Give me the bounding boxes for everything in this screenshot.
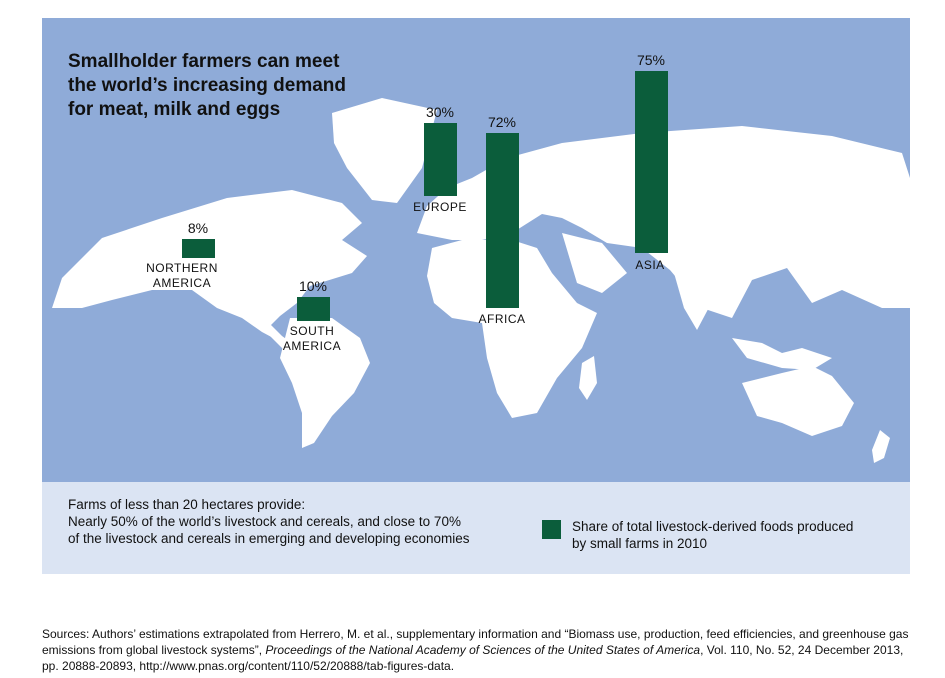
new-zealand-islands	[872, 430, 890, 463]
north-america-landmass	[52, 190, 367, 340]
arabia-landmass	[562, 233, 627, 293]
africa-landmass	[427, 240, 597, 418]
chart-title: Smallholder farmers can meet the world’s…	[68, 50, 408, 122]
legend-swatch	[542, 520, 561, 539]
region-label-europe: EUROPE	[413, 200, 467, 214]
info-line-1: Nearly 50% of the world’s livestock and …	[68, 514, 461, 529]
indonesia-islands	[732, 338, 832, 370]
value-label-northern-america: 8%	[187, 219, 209, 236]
legend-label-line-1: Share of total livestock-derived foods p…	[572, 519, 854, 534]
bar-northern-america	[181, 238, 215, 258]
info-heading: Farms of less than 20 hectares provide:	[68, 497, 306, 512]
title-line-2: the world’s increasing demand	[68, 75, 347, 96]
region-label-asia: ASIA	[635, 258, 665, 272]
info-line-2: of the livestock and cereals in emerging…	[68, 531, 470, 546]
region-label-south-america: SOUTH AMERICA	[257, 324, 367, 354]
legend-label-line-2: by small farms in 2010	[572, 536, 708, 551]
bar-europe	[423, 123, 457, 196]
greenland	[332, 98, 437, 203]
world-map-panel: Smallholder farmers can meet the world’s…	[42, 18, 910, 482]
india-landmass	[672, 266, 714, 330]
region-label-south: SOUTH	[289, 324, 335, 338]
sources-text-part-2: , Vol. 110, No. 52, 24 December 2013, pp…	[42, 643, 904, 673]
australia-landmass	[742, 366, 854, 436]
value-label-south-america: 10%	[298, 277, 328, 294]
info-panel: Farms of less than 20 hectares provide: …	[42, 482, 910, 574]
bar-africa	[485, 133, 519, 308]
info-text: Farms of less than 20 hectares provide: …	[68, 496, 508, 547]
sources-note: Sources: Authors’ estimations extrapolat…	[42, 626, 912, 674]
region-label-northern: NORTHERN	[146, 261, 218, 275]
value-label-europe: 30%	[425, 104, 455, 121]
title-line-1: Smallholder farmers can meet	[68, 51, 340, 72]
madagascar-landmass	[579, 356, 597, 400]
bar-south-america	[296, 296, 330, 321]
bar-asia	[634, 71, 668, 253]
value-label-asia: 75%	[636, 52, 666, 68]
title-line-3: for meat, milk and eggs	[68, 99, 281, 120]
region-label-northern-america: NORTHERN AMERICA	[127, 261, 237, 291]
south-america-landmass	[280, 318, 370, 448]
value-label-africa: 72%	[487, 114, 517, 131]
legend-label: Share of total livestock-derived foods p…	[572, 518, 882, 552]
sources-text-part-1: Sources: Authors’ estimations extrapolat…	[42, 627, 909, 657]
region-label-america: AMERICA	[152, 276, 212, 290]
region-label-america-2: AMERICA	[282, 339, 342, 353]
sources-journal: Proceedings of the National Academy of S…	[265, 643, 701, 657]
japan-islands	[842, 223, 860, 266]
region-label-africa: AFRICA	[478, 312, 526, 326]
